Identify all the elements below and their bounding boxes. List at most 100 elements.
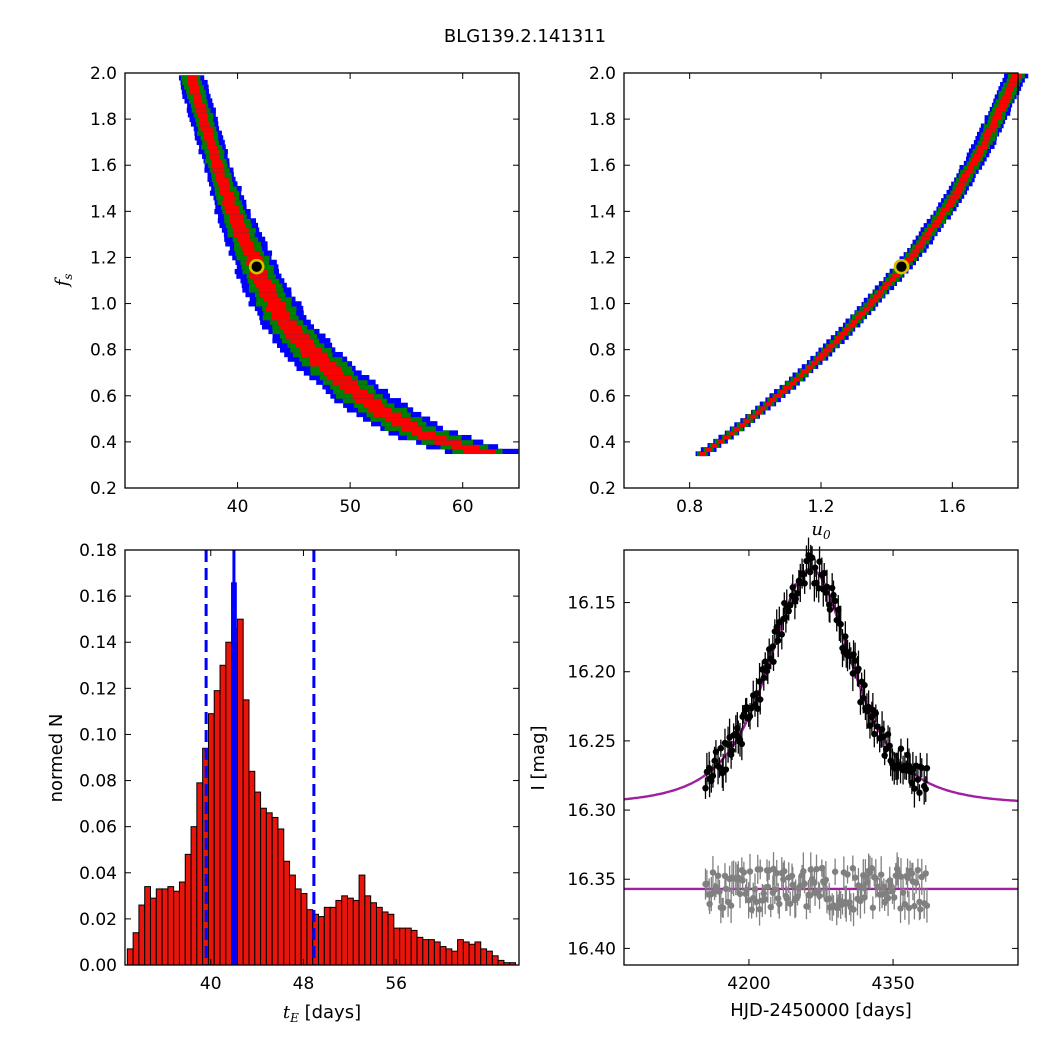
y-tick-label: 0.08 — [79, 772, 117, 792]
ci-inner-cell — [699, 451, 706, 457]
data-point — [871, 730, 878, 738]
histogram-bar — [346, 897, 354, 966]
ci-inner-cell — [793, 376, 800, 382]
data-point — [801, 580, 808, 587]
ci-inner-cell — [931, 223, 939, 228]
residual-point — [908, 870, 916, 877]
ci-inner-cell — [798, 372, 804, 378]
residual-point — [917, 906, 924, 913]
model-curve — [623, 567, 1019, 803]
residual-point — [861, 894, 868, 901]
residual-point — [714, 872, 722, 879]
ci-inner-cell — [779, 389, 787, 394]
x-tick-label: 40 — [200, 974, 222, 994]
ci-inner-cell — [976, 148, 984, 154]
ci-inner-cell — [858, 310, 867, 315]
ci-inner-cell — [243, 250, 260, 256]
ci-inner-cell — [231, 222, 246, 229]
y-tick-label: 0.18 — [79, 541, 117, 561]
residual-point — [751, 886, 759, 893]
ci-inner-cell — [789, 380, 796, 386]
residual-point — [756, 906, 763, 913]
residual-point — [826, 895, 833, 903]
histogram-bar — [341, 895, 348, 966]
y-tick-label: 0.2 — [90, 479, 117, 499]
x-tick-label: 50 — [339, 497, 361, 517]
histogram-bar — [462, 941, 470, 966]
data-point — [754, 705, 761, 712]
residual-point — [884, 894, 892, 902]
residual-point — [771, 886, 779, 893]
y-tick-label: 0.8 — [90, 341, 117, 361]
y-tick-label: 0.6 — [90, 387, 117, 407]
ci-inner-cell — [323, 370, 344, 376]
x-tick-label: 4200 — [727, 974, 770, 994]
residual-point — [901, 900, 909, 908]
histogram-bar — [352, 899, 360, 966]
residual-point — [757, 866, 764, 873]
ci-inner-cell — [988, 123, 998, 129]
ci-inner-cell — [255, 282, 276, 289]
ci-inner-cell — [992, 115, 1002, 120]
best-fit-marker — [893, 258, 910, 275]
ci-inner-cell — [844, 326, 851, 332]
ci-inner-cell — [451, 444, 480, 450]
tE-histogram-frame — [124, 549, 520, 966]
ci-inner-cell — [994, 111, 1003, 116]
tE-histogram-xlabel: tE [days] — [283, 1002, 361, 1025]
ci-inner-cell — [280, 324, 302, 330]
histogram-bar — [149, 897, 157, 966]
data-point — [821, 569, 828, 577]
ci-inner-cell — [836, 335, 843, 340]
data-point — [770, 658, 777, 665]
y-tick-label: 0.02 — [79, 910, 117, 930]
ci-inner-cell — [249, 273, 268, 279]
histogram-bar — [144, 886, 151, 966]
ci-inner-cell — [222, 199, 235, 206]
data-point — [764, 663, 772, 670]
ci-inner-cell — [877, 289, 884, 295]
histogram-bar — [213, 690, 221, 966]
ci-inner-cell — [270, 310, 290, 316]
histogram-bar — [161, 888, 169, 966]
tE-histogram-axes: 40 48 56 0.00 0.02 0.04 0.06 0.08 0.10 0.12 0.14 0.… — [79, 541, 519, 994]
figure-title: BLG139.2.141311 — [444, 26, 606, 47]
ci-inner-cell — [906, 256, 914, 262]
ci-inner-cell — [218, 181, 230, 187]
ci-inner-cell — [729, 430, 735, 436]
data-point — [702, 784, 709, 792]
ci-inner-cell — [207, 144, 218, 150]
residual-point — [877, 871, 885, 878]
histogram-bar — [300, 893, 308, 966]
residual-point — [891, 894, 898, 901]
ci-inner-cell — [326, 375, 352, 381]
ci-inner-cell — [941, 206, 950, 212]
u0-fs-axes: 0.8 1.2 1.6 0.2 0.4 0.6 0.8 1.0 1.2 1.4 1.6 1.8 2.0 — [589, 64, 1018, 517]
histogram-bar — [196, 782, 204, 966]
data-point — [911, 785, 918, 792]
ci-inner-cell — [869, 297, 877, 303]
ci-inner-cell — [774, 393, 782, 398]
ci-inner-cell — [889, 277, 896, 282]
ci-inner-cell — [947, 198, 956, 203]
residual-point — [897, 905, 904, 912]
ci-inner-cell — [187, 75, 197, 81]
histogram-bar — [497, 959, 505, 966]
ci-inner-cell — [744, 418, 751, 423]
ci-inner-cell — [832, 339, 839, 345]
ci-inner-cell — [718, 438, 725, 444]
lightcurve-frame — [623, 549, 1019, 966]
y-tick-label: 0.00 — [79, 956, 117, 976]
histogram-bar — [474, 941, 482, 966]
ci-inner-cell — [952, 189, 962, 195]
y-tick-label: 2.0 — [589, 64, 616, 84]
data-point — [785, 607, 792, 615]
ci-inner-cell — [391, 421, 418, 427]
data-point — [757, 696, 764, 703]
y-tick-label: 1.8 — [589, 110, 616, 130]
lightcurve-xlabel: HJD-2450000 [days] — [730, 1000, 912, 1021]
histogram-bar — [445, 948, 453, 966]
residual-point — [850, 906, 857, 913]
residual-point — [739, 877, 746, 884]
histogram-bar — [393, 927, 401, 966]
